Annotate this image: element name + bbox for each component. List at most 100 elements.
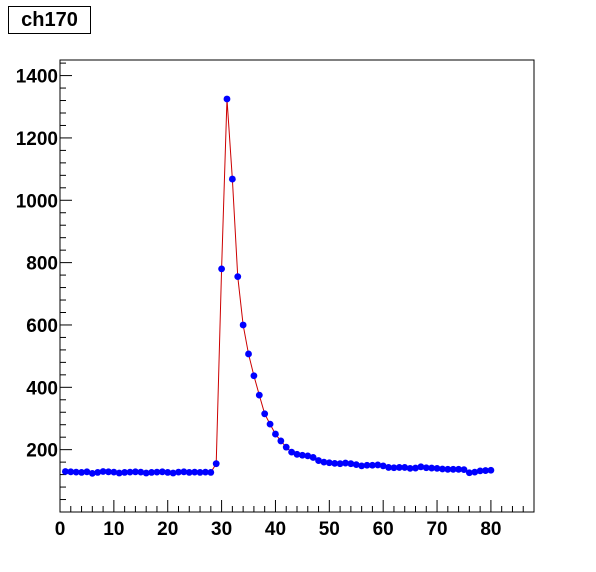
data-point	[390, 464, 398, 472]
data-point	[428, 464, 436, 472]
data-point	[347, 460, 355, 468]
data-point	[191, 468, 199, 476]
data-point	[433, 464, 441, 472]
data-point	[212, 460, 220, 468]
data-point	[293, 450, 301, 458]
data-point	[417, 463, 425, 471]
data-point	[358, 462, 366, 470]
data-point	[395, 464, 403, 471]
data-point	[126, 468, 134, 476]
y-tick-label: 400	[26, 378, 58, 399]
data-point	[460, 466, 468, 474]
x-tick-label: 40	[265, 519, 286, 540]
data-point	[406, 464, 414, 472]
plot-frame	[59, 59, 535, 513]
data-point	[482, 467, 489, 474]
data-point	[164, 469, 172, 476]
data-point	[115, 469, 123, 477]
data-points	[61, 95, 495, 477]
data-point	[298, 451, 306, 459]
data-point	[379, 462, 387, 470]
data-point	[137, 468, 145, 476]
x-tick-label: 30	[211, 519, 232, 540]
data-point	[175, 468, 182, 476]
data-point	[234, 273, 242, 281]
data-point	[401, 464, 409, 471]
data-point	[67, 468, 75, 476]
y-tick-label: 600	[26, 316, 58, 337]
data-point	[148, 469, 155, 476]
data-point	[185, 469, 193, 476]
data-point	[320, 458, 328, 466]
x-tick-label: 80	[480, 519, 501, 540]
x-tick-label: 20	[157, 519, 178, 540]
data-point	[282, 443, 290, 451]
data-point	[153, 468, 161, 476]
x-tick-label: 10	[103, 519, 124, 540]
data-point	[255, 391, 263, 399]
y-tick-label: 1400	[16, 67, 58, 88]
data-point	[277, 437, 285, 445]
data-point	[99, 468, 107, 475]
x-tick-label: 50	[319, 519, 340, 540]
data-point	[471, 468, 479, 476]
data-point	[61, 468, 69, 475]
data-point	[88, 469, 96, 477]
data-point	[72, 468, 80, 476]
data-point	[336, 460, 344, 468]
data-point	[169, 469, 177, 477]
x-axis: 0 10 20 30 40 50 60 70 80	[55, 500, 535, 540]
data-point	[158, 468, 166, 476]
chart-title: ch170	[8, 6, 91, 34]
y-tick-label: 200	[26, 441, 58, 462]
data-point	[142, 469, 150, 477]
data-point	[228, 175, 236, 183]
x-tick-label: 0	[55, 519, 66, 540]
data-point	[207, 469, 215, 476]
x-tick-label: 60	[373, 519, 394, 540]
data-point	[331, 459, 339, 467]
data-point	[266, 420, 274, 428]
data-point	[202, 468, 209, 476]
data-point	[121, 469, 129, 476]
data-point	[455, 465, 462, 473]
data-point	[105, 468, 112, 476]
data-point	[304, 452, 312, 460]
data-point	[352, 461, 360, 469]
data-point	[180, 468, 188, 476]
data-point	[309, 454, 317, 461]
data-point	[439, 465, 446, 473]
data-point	[412, 464, 419, 472]
data-point	[94, 469, 102, 476]
data-point	[422, 464, 430, 472]
data-point	[315, 457, 322, 464]
data-point	[374, 461, 382, 469]
data-point	[385, 464, 392, 471]
y-tick-label: 1200	[16, 129, 58, 150]
data-point	[261, 410, 269, 418]
data-point	[487, 466, 495, 474]
y-tick-label: 800	[26, 254, 58, 275]
data-point	[196, 469, 204, 476]
x-tick-label: 70	[426, 519, 447, 540]
data-point	[325, 459, 333, 467]
data-point	[363, 461, 371, 469]
data-point	[342, 459, 349, 467]
data-point	[245, 350, 252, 358]
data-point	[218, 265, 225, 273]
data-point	[250, 372, 258, 380]
data-point	[369, 461, 376, 469]
y-tick-label: 1000	[16, 191, 58, 212]
data-point	[132, 468, 139, 476]
data-point	[78, 469, 85, 476]
data-point	[272, 430, 279, 438]
data-point	[465, 469, 473, 477]
data-point	[444, 465, 452, 473]
series-line	[65, 98, 491, 474]
data-point	[239, 321, 247, 329]
data-point	[288, 448, 296, 456]
data-point	[223, 95, 231, 103]
data-point	[83, 468, 91, 476]
y-axis: 200 400 600 800 1000 1200 1400	[16, 62, 72, 501]
